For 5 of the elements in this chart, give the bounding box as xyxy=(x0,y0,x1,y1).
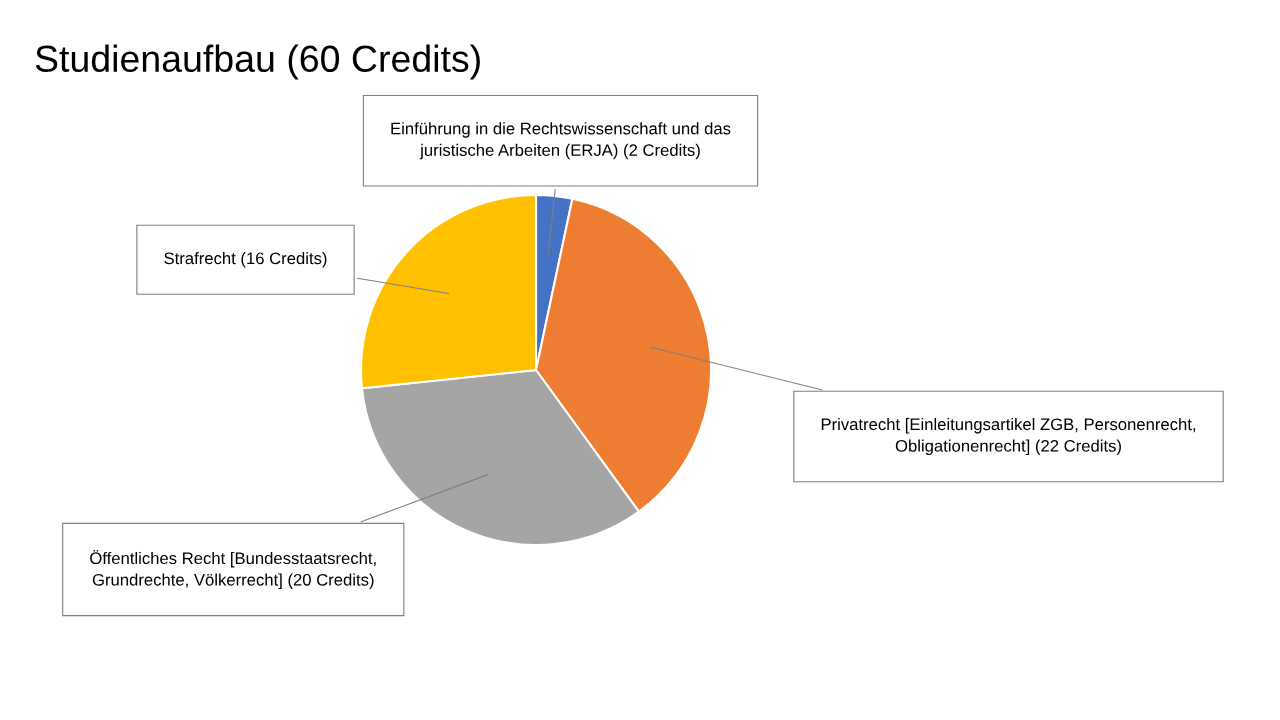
slice-label: Privatrecht [Einleitungsartikel ZGB, Personenrecht, Obligationenrecht] (22 Credits) xyxy=(821,417,1196,456)
slice-label: Strafrecht (16 Credits) xyxy=(164,251,327,268)
chart-title: Studienaufbau (60 Credits) xyxy=(35,44,480,80)
slice-label: Einführung in die Rechtswissenschaft und das juristische Arbeiten (ERJA) (2 Credits) xyxy=(391,122,731,160)
slice-label: Öffentliches Recht [Bundesstaatsrecht, Grundrechte, Völkerrecht] (20 Credits) xyxy=(90,550,376,589)
